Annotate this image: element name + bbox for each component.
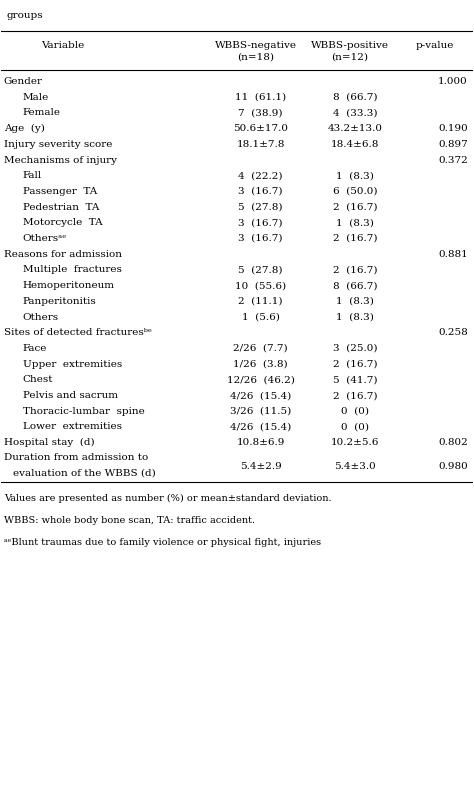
Text: WBBS-positive
(n=12): WBBS-positive (n=12) <box>311 41 389 61</box>
Text: Chest: Chest <box>23 375 53 385</box>
Text: 5  (27.8): 5 (27.8) <box>238 266 283 274</box>
Text: 1.000: 1.000 <box>438 77 468 86</box>
Text: 3  (25.0): 3 (25.0) <box>333 344 377 353</box>
Text: 0  (0): 0 (0) <box>341 422 369 432</box>
Text: Passenger  TA: Passenger TA <box>23 187 97 196</box>
Text: 43.2±13.0: 43.2±13.0 <box>328 124 383 133</box>
Text: Upper  extremities: Upper extremities <box>23 359 122 369</box>
Text: Othersᵃᵉ: Othersᵃᵉ <box>23 234 67 243</box>
Text: 18.4±6.8: 18.4±6.8 <box>331 139 379 149</box>
Text: Fall: Fall <box>23 171 42 180</box>
Text: 11  (61.1): 11 (61.1) <box>235 93 286 102</box>
Text: 4  (22.2): 4 (22.2) <box>238 171 283 180</box>
Text: 0.802: 0.802 <box>438 438 468 447</box>
Text: 0.372: 0.372 <box>438 155 468 165</box>
Text: Lower  extremities: Lower extremities <box>23 422 122 432</box>
Text: 0.258: 0.258 <box>438 329 468 337</box>
Text: 2  (16.7): 2 (16.7) <box>333 266 377 274</box>
Text: Hemoperitoneum: Hemoperitoneum <box>23 281 115 290</box>
Text: 3/26  (11.5): 3/26 (11.5) <box>230 407 291 416</box>
Text: Duration from admission to: Duration from admission to <box>4 453 148 462</box>
Text: 0  (0): 0 (0) <box>341 407 369 416</box>
Text: WBBS-negative
(n=18): WBBS-negative (n=18) <box>215 41 297 61</box>
Text: 12/26  (46.2): 12/26 (46.2) <box>227 375 294 385</box>
Text: 2  (11.1): 2 (11.1) <box>238 297 283 306</box>
Text: 1/26  (3.8): 1/26 (3.8) <box>233 359 288 369</box>
Text: 3  (16.7): 3 (16.7) <box>238 234 283 243</box>
Text: 10.8±6.9: 10.8±6.9 <box>237 438 285 447</box>
Text: 2/26  (7.7): 2/26 (7.7) <box>233 344 288 353</box>
Text: 2  (16.7): 2 (16.7) <box>333 234 377 243</box>
Text: 1  (5.6): 1 (5.6) <box>242 313 280 322</box>
Text: 2  (16.7): 2 (16.7) <box>333 391 377 400</box>
Text: 3  (16.7): 3 (16.7) <box>238 218 283 227</box>
Text: Thoracic-lumbar  spine: Thoracic-lumbar spine <box>23 407 145 416</box>
Text: Pelvis and sacrum: Pelvis and sacrum <box>23 391 118 400</box>
Text: 8  (66.7): 8 (66.7) <box>333 93 377 102</box>
Text: 10.2±5.6: 10.2±5.6 <box>331 438 379 447</box>
Text: Values are presented as number (%) or mean±standard deviation.: Values are presented as number (%) or me… <box>4 494 331 503</box>
Text: Male: Male <box>23 93 49 102</box>
Text: Reasons for admission: Reasons for admission <box>4 250 122 258</box>
Text: Gender: Gender <box>4 77 43 86</box>
Text: 1  (8.3): 1 (8.3) <box>336 171 374 180</box>
Text: Female: Female <box>23 109 61 117</box>
Text: Mechanisms of injury: Mechanisms of injury <box>4 155 117 165</box>
Text: 10  (55.6): 10 (55.6) <box>235 281 286 290</box>
Text: Others: Others <box>23 313 59 322</box>
Text: WBBS: whole body bone scan, TA: traffic accident.: WBBS: whole body bone scan, TA: traffic … <box>4 515 255 525</box>
Text: Age  (y): Age (y) <box>4 124 45 133</box>
Text: 5  (27.8): 5 (27.8) <box>238 203 283 212</box>
Text: Panperitonitis: Panperitonitis <box>23 297 96 306</box>
Text: 5.4±3.0: 5.4±3.0 <box>334 462 376 470</box>
Text: Sites of detected fracturesᵇᵉ: Sites of detected fracturesᵇᵉ <box>4 329 152 337</box>
Text: 0.980: 0.980 <box>438 462 468 470</box>
Text: 50.6±17.0: 50.6±17.0 <box>233 124 288 133</box>
Text: 0.881: 0.881 <box>438 250 468 258</box>
Text: 1  (8.3): 1 (8.3) <box>336 313 374 322</box>
Text: 1  (8.3): 1 (8.3) <box>336 218 374 227</box>
Text: Injury severity score: Injury severity score <box>4 139 112 149</box>
Text: 6  (50.0): 6 (50.0) <box>333 187 377 196</box>
Text: 2  (16.7): 2 (16.7) <box>333 359 377 369</box>
Text: 7  (38.9): 7 (38.9) <box>238 109 283 117</box>
Text: Variable: Variable <box>41 41 84 50</box>
Text: 5  (41.7): 5 (41.7) <box>333 375 377 385</box>
Text: 0.190: 0.190 <box>438 124 468 133</box>
Text: 2  (16.7): 2 (16.7) <box>333 203 377 212</box>
Text: 4/26  (15.4): 4/26 (15.4) <box>230 391 291 400</box>
Text: 3  (16.7): 3 (16.7) <box>238 187 283 196</box>
Text: p-value: p-value <box>416 41 454 50</box>
Text: 8  (66.7): 8 (66.7) <box>333 281 377 290</box>
Text: 4  (33.3): 4 (33.3) <box>333 109 377 117</box>
Text: 0.897: 0.897 <box>438 139 468 149</box>
Text: 18.1±7.8: 18.1±7.8 <box>237 139 285 149</box>
Text: 1  (8.3): 1 (8.3) <box>336 297 374 306</box>
Text: Hospital stay  (d): Hospital stay (d) <box>4 438 94 448</box>
Text: evaluation of the WBBS (d): evaluation of the WBBS (d) <box>13 469 156 478</box>
Text: ᵃᵉBlunt traumas due to family violence or physical fight, injuries: ᵃᵉBlunt traumas due to family violence o… <box>4 537 321 547</box>
Text: groups: groups <box>6 11 43 20</box>
Text: Pedestrian  TA: Pedestrian TA <box>23 203 99 212</box>
Text: 4/26  (15.4): 4/26 (15.4) <box>230 422 291 432</box>
Text: Multiple  fractures: Multiple fractures <box>23 266 121 274</box>
Text: Motorcycle  TA: Motorcycle TA <box>23 218 102 227</box>
Text: Face: Face <box>23 344 47 353</box>
Text: 5.4±2.9: 5.4±2.9 <box>240 462 282 470</box>
